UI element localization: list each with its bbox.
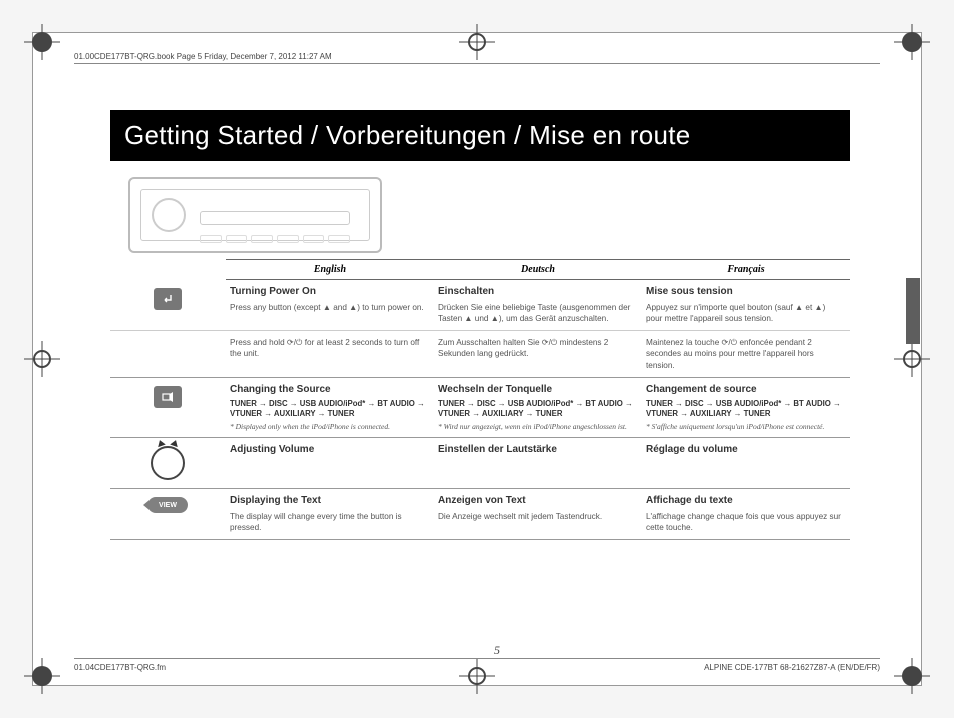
text-de-b: Die Anzeige wechselt mit jedem Tastendru… xyxy=(438,512,602,521)
icon-cell-view: VIEW xyxy=(110,489,226,540)
side-tab xyxy=(906,278,920,344)
source-de-note: * Wird nur angezeigt, wenn ein iPod/iPho… xyxy=(438,422,634,431)
content-area: Getting Started / Vorbereitungen / Mise … xyxy=(110,110,884,628)
source-fr: Changement de source TUNER → DISC → USB … xyxy=(642,378,850,438)
power-de2: Zum Ausschalten halten Sie ⟳/⏻ mindesten… xyxy=(434,331,642,378)
th-francais: Français xyxy=(642,259,850,280)
power-de: Einschalten Drücken Sie eine beliebige T… xyxy=(434,280,642,331)
power-fr-h: Mise sous tension xyxy=(646,286,842,299)
crop-mark xyxy=(894,24,930,60)
crop-mark xyxy=(894,341,930,377)
return-icon xyxy=(154,288,182,310)
power-en2-text: Press and hold ⟳/⏻ for at least 2 second… xyxy=(230,338,419,358)
power-de-h: Einschalten xyxy=(438,286,634,299)
source-chain-en: TUNER → DISC → USB AUDIO/iPod* → BT AUDI… xyxy=(230,399,426,418)
text-de: Anzeigen von Text Die Anzeige wechselt m… xyxy=(434,489,642,540)
th-blank xyxy=(110,259,226,280)
volume-fr: Réglage du volume xyxy=(642,438,850,489)
header-text: 01.00CDE177BT-QRG.book Page 5 Friday, De… xyxy=(74,52,332,61)
source-fr-h: Changement de source xyxy=(646,384,842,397)
th-deutsch: Deutsch xyxy=(434,259,642,280)
text-en-h: Displaying the Text xyxy=(230,495,426,508)
power-en-h: Turning Power On xyxy=(230,286,426,299)
volume-de: Einstellen der Lautstärke xyxy=(434,438,642,489)
crop-mark xyxy=(24,658,60,694)
text-en-b: The display will change every time the b… xyxy=(230,512,402,532)
source-fr-note: * S'affiche uniquement lorsqu'un iPod/iP… xyxy=(646,422,842,431)
icon-cell-source xyxy=(110,378,226,438)
page-header: 01.00CDE177BT-QRG.book Page 5 Friday, De… xyxy=(74,52,880,64)
source-en-h: Changing the Source xyxy=(230,384,426,397)
page-footer: 01.04CDE177BT-QRG.fm ALPINE CDE-177BT 68… xyxy=(74,658,880,672)
text-fr-h: Affichage du texte xyxy=(646,495,842,508)
power-de-b: Drücken Sie eine beliebige Taste (ausgen… xyxy=(438,303,630,323)
volume-fr-h: Réglage du volume xyxy=(646,444,842,457)
source-chain-fr: TUNER → DISC → USB AUDIO/iPod* → BT AUDI… xyxy=(646,399,842,418)
page-number: 5 xyxy=(110,643,884,658)
volume-de-h: Einstellen der Lautstärke xyxy=(438,444,634,457)
power-fr-b: Appuyez sur n'importe quel bouton (sauf … xyxy=(646,303,825,323)
power-en-b: Press any button (except ▲ and ▲) to tur… xyxy=(230,303,424,312)
text-fr: Affichage du texte L'affichage change ch… xyxy=(642,489,850,540)
rotary-knob-icon xyxy=(151,446,185,480)
icon-cell-volume xyxy=(110,438,226,489)
power-en2: Press and hold ⟳/⏻ for at least 2 second… xyxy=(226,331,434,378)
source-en: Changing the Source TUNER → DISC → USB A… xyxy=(226,378,434,438)
power-fr: Mise sous tension Appuyez sur n'importe … xyxy=(642,280,850,331)
crop-mark xyxy=(894,658,930,694)
power-fr2-text: Maintenez la touche ⟳/⏻ enfoncée pendant… xyxy=(646,338,814,370)
device-illustration xyxy=(128,177,382,253)
power-de2-text: Zum Ausschalten halten Sie ⟳/⏻ mindesten… xyxy=(438,338,608,358)
footer-left: 01.04CDE177BT-QRG.fm xyxy=(74,663,166,672)
source-en-note: * Displayed only when the iPod/iPhone is… xyxy=(230,422,426,431)
source-de-h: Wechseln der Tonquelle xyxy=(438,384,634,397)
crop-mark xyxy=(24,341,60,377)
icon-cell-power xyxy=(110,280,226,331)
source-icon xyxy=(154,386,182,408)
th-english: English xyxy=(226,259,434,280)
text-en: Displaying the Text The display will cha… xyxy=(226,489,434,540)
footer-right: ALPINE CDE-177BT 68-21627Z87-A (EN/DE/FR… xyxy=(704,663,880,672)
crop-mark xyxy=(24,24,60,60)
icon-cell-blank xyxy=(110,331,226,378)
power-en: Turning Power On Press any button (excep… xyxy=(226,280,434,331)
text-de-h: Anzeigen von Text xyxy=(438,495,634,508)
source-de: Wechseln der Tonquelle TUNER → DISC → US… xyxy=(434,378,642,438)
text-fr-b: L'affichage change chaque fois que vous … xyxy=(646,512,841,532)
volume-en: Adjusting Volume xyxy=(226,438,434,489)
instruction-table: English Deutsch Français Turning Power O… xyxy=(110,259,884,540)
power-fr2: Maintenez la touche ⟳/⏻ enfoncée pendant… xyxy=(642,331,850,378)
section-title: Getting Started / Vorbereitungen / Mise … xyxy=(110,110,850,161)
volume-en-h: Adjusting Volume xyxy=(230,444,426,457)
view-button-icon: VIEW xyxy=(148,497,188,513)
source-chain-de: TUNER → DISC → USB AUDIO/iPod* → BT AUDI… xyxy=(438,399,634,418)
